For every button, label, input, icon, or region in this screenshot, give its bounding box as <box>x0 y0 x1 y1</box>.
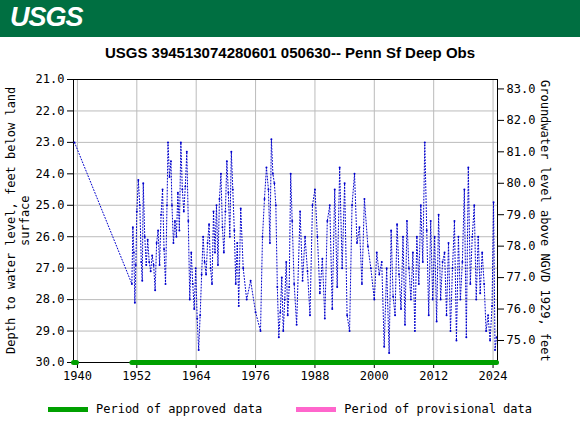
svg-text:26.0: 26.0 <box>36 230 65 244</box>
svg-text:1976: 1976 <box>241 369 270 383</box>
svg-text:28.0: 28.0 <box>36 292 65 306</box>
svg-text:82.0: 82.0 <box>507 113 536 127</box>
html-text:Groundwater level above NGVD 1: Groundwater level above NGVD 1929, feet <box>538 79 552 362</box>
svg-text:22.0: 22.0 <box>36 104 65 118</box>
svg-text:21.0: 21.0 <box>36 72 65 86</box>
svg-text:29.0: 29.0 <box>36 324 65 338</box>
svg-text:81.0: 81.0 <box>507 145 536 159</box>
html-text:Depth to water level, feet bel: Depth to water level, feet below land su… <box>4 86 32 355</box>
svg-text:2000: 2000 <box>360 369 389 383</box>
svg-text:30.0: 30.0 <box>36 355 65 369</box>
svg-text:23.0: 23.0 <box>36 135 65 149</box>
svg-text:83.0: 83.0 <box>507 82 536 96</box>
svg-text:1988: 1988 <box>300 369 329 383</box>
svg-text:80.0: 80.0 <box>507 176 536 190</box>
svg-text:25.0: 25.0 <box>36 198 65 212</box>
svg-text:24.0: 24.0 <box>36 167 65 181</box>
svg-text:76.0: 76.0 <box>507 302 536 316</box>
svg-text:78.0: 78.0 <box>507 239 536 253</box>
svg-text:27.0: 27.0 <box>36 261 65 275</box>
html-text:USGS: USGS <box>10 2 83 32</box>
html-text:Period of approved data: Period of approved data <box>96 402 263 416</box>
svg-text:2024: 2024 <box>479 369 508 383</box>
svg-text:79.0: 79.0 <box>507 208 536 222</box>
svg-text:1964: 1964 <box>182 369 211 383</box>
svg-text:1952: 1952 <box>122 369 151 383</box>
html-text:Period of provisional data: Period of provisional data <box>344 402 532 416</box>
svg-text:75.0: 75.0 <box>507 333 536 347</box>
svg-text:1940: 1940 <box>63 369 92 383</box>
svg-text:2012: 2012 <box>419 369 448 383</box>
html-text:USGS 394513074280601 050630--: USGS 394513074280601 050630-- Penn Sf De… <box>104 44 476 61</box>
svg-text:77.0: 77.0 <box>507 270 536 284</box>
